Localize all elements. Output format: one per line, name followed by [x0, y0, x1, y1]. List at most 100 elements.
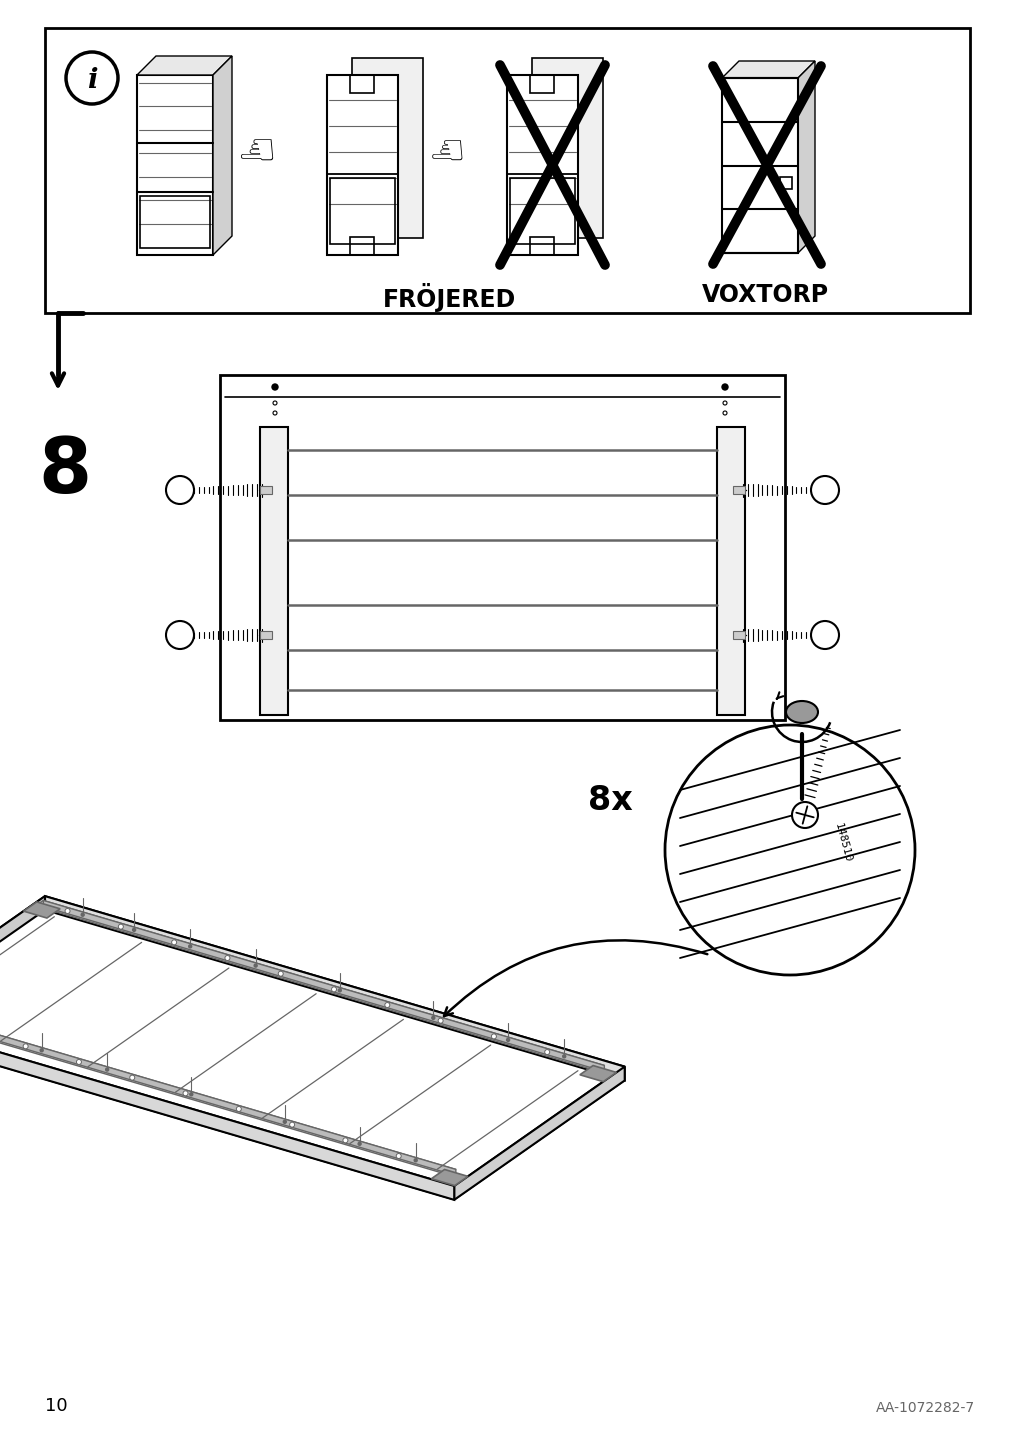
Circle shape: [183, 1091, 188, 1095]
Polygon shape: [0, 1004, 455, 1176]
Bar: [350, 74, 374, 93]
Ellipse shape: [725, 477, 735, 484]
Ellipse shape: [269, 659, 279, 664]
Text: i: i: [87, 66, 97, 93]
Circle shape: [65, 908, 70, 914]
Circle shape: [491, 1034, 496, 1038]
Circle shape: [384, 1002, 389, 1008]
Text: 8x: 8x: [587, 783, 632, 816]
Polygon shape: [0, 896, 44, 1030]
Circle shape: [283, 1120, 286, 1123]
Circle shape: [254, 964, 257, 967]
Bar: [260, 427, 288, 715]
Circle shape: [562, 1055, 565, 1058]
Polygon shape: [35, 901, 604, 1071]
Polygon shape: [0, 1015, 454, 1200]
Polygon shape: [431, 1170, 467, 1186]
Polygon shape: [136, 56, 232, 74]
Ellipse shape: [269, 682, 279, 687]
Ellipse shape: [725, 523, 735, 528]
Ellipse shape: [269, 500, 279, 505]
Bar: [510, 178, 574, 245]
Text: 10: 10: [44, 1398, 68, 1415]
Circle shape: [432, 1017, 435, 1020]
Circle shape: [237, 1107, 241, 1111]
Circle shape: [166, 475, 194, 504]
Bar: [260, 632, 272, 639]
Bar: [327, 74, 397, 255]
Bar: [219, 375, 785, 720]
Bar: [352, 59, 423, 238]
Polygon shape: [44, 896, 624, 1081]
Circle shape: [129, 1075, 134, 1080]
Bar: [716, 427, 744, 715]
Ellipse shape: [269, 613, 279, 619]
Text: FRÖJERED: FRÖJERED: [383, 284, 516, 312]
Ellipse shape: [269, 569, 279, 574]
Ellipse shape: [725, 546, 735, 551]
Circle shape: [66, 52, 118, 105]
Ellipse shape: [725, 613, 735, 619]
Circle shape: [792, 802, 817, 828]
Circle shape: [507, 1038, 510, 1041]
Circle shape: [544, 1050, 549, 1054]
Polygon shape: [43, 901, 604, 1071]
Circle shape: [77, 1060, 81, 1064]
Ellipse shape: [269, 432, 279, 438]
Ellipse shape: [269, 546, 279, 551]
Circle shape: [338, 990, 341, 992]
Ellipse shape: [269, 590, 279, 597]
Bar: [350, 238, 374, 255]
Bar: [532, 59, 603, 238]
Polygon shape: [454, 1067, 624, 1200]
Ellipse shape: [786, 702, 817, 723]
Circle shape: [332, 987, 337, 992]
Ellipse shape: [269, 636, 279, 642]
Bar: [136, 74, 212, 255]
Ellipse shape: [725, 659, 735, 664]
Bar: [721, 77, 798, 253]
Circle shape: [343, 1138, 348, 1143]
Bar: [507, 74, 577, 255]
Circle shape: [413, 1158, 417, 1161]
Bar: [140, 196, 210, 248]
Circle shape: [721, 384, 727, 390]
Circle shape: [396, 1154, 400, 1158]
Text: AA-1072282-7: AA-1072282-7: [875, 1400, 974, 1415]
Circle shape: [118, 924, 123, 929]
Bar: [530, 74, 553, 93]
Ellipse shape: [269, 477, 279, 484]
Polygon shape: [721, 62, 814, 77]
Circle shape: [358, 1143, 361, 1146]
Circle shape: [289, 1123, 294, 1127]
Ellipse shape: [269, 523, 279, 528]
Text: ☞: ☞: [422, 126, 459, 168]
Circle shape: [190, 1093, 193, 1095]
Ellipse shape: [269, 455, 279, 461]
Circle shape: [810, 621, 838, 649]
Ellipse shape: [725, 682, 735, 687]
Circle shape: [272, 384, 278, 390]
Bar: [779, 178, 792, 189]
Circle shape: [105, 1068, 108, 1071]
Circle shape: [188, 945, 191, 948]
Polygon shape: [798, 62, 814, 253]
Text: 8: 8: [38, 435, 91, 508]
Circle shape: [81, 914, 84, 916]
Bar: [530, 238, 553, 255]
Polygon shape: [0, 896, 624, 1186]
Circle shape: [132, 928, 135, 931]
Ellipse shape: [725, 455, 735, 461]
Polygon shape: [212, 56, 232, 255]
Ellipse shape: [725, 500, 735, 505]
Circle shape: [438, 1018, 443, 1024]
Circle shape: [810, 475, 838, 504]
Circle shape: [23, 1044, 28, 1048]
Polygon shape: [579, 1065, 616, 1081]
Circle shape: [166, 621, 194, 649]
Text: ☞: ☞: [229, 123, 270, 166]
Circle shape: [278, 971, 283, 977]
Polygon shape: [23, 902, 60, 918]
Circle shape: [172, 939, 177, 945]
Text: VOXTORP: VOXTORP: [701, 284, 828, 306]
